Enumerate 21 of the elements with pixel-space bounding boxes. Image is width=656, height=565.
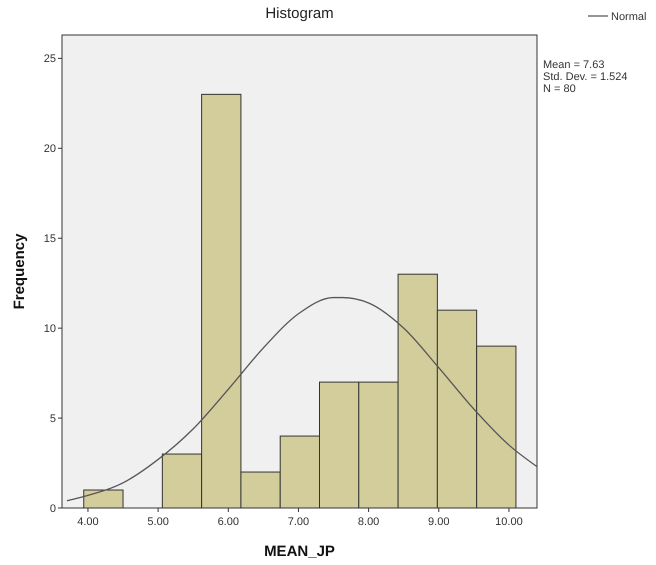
line-series xyxy=(66,296,538,502)
y-tick-label: 10 xyxy=(44,323,56,335)
chart-title: Histogram xyxy=(265,5,334,22)
text: N = 80 xyxy=(543,83,576,95)
x-tick-label: 4.00 xyxy=(77,516,99,528)
x-tick-label: 8.00 xyxy=(358,516,380,528)
text: Mean = 7.63 xyxy=(543,59,604,71)
x-tick-label: 10.00 xyxy=(495,516,523,528)
legend-label: Normal xyxy=(611,10,646,23)
x-tick-label: 6.00 xyxy=(218,516,239,528)
y-tick-label: 25 xyxy=(44,53,56,66)
x-tick-label: 9.00 xyxy=(428,516,450,528)
y-tick-label: 20 xyxy=(44,143,56,156)
y-tick-label: 5 xyxy=(50,412,56,425)
x-axis-title: MEAN_JP xyxy=(264,543,335,560)
y-axis-title: Frequency xyxy=(11,232,28,310)
text: Std. Dev. = 1.524 xyxy=(543,71,628,83)
y-tick-label: 15 xyxy=(44,233,56,246)
x-tick-label: 5.00 xyxy=(147,516,169,528)
y-tick-label: 0 xyxy=(50,502,56,515)
x-tick-label: 7.00 xyxy=(288,516,310,528)
